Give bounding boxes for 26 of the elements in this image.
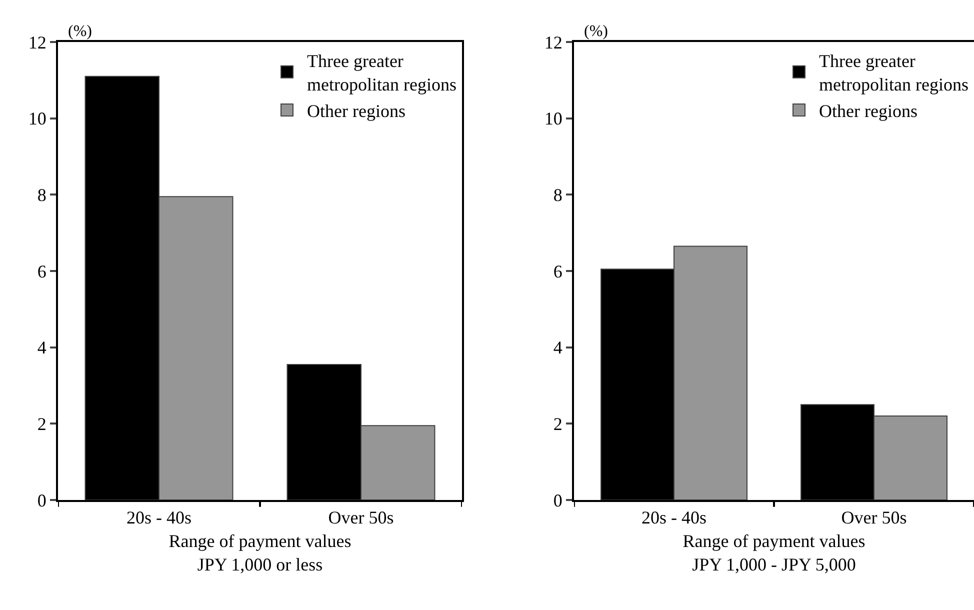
legend-label: Other regions: [819, 101, 918, 122]
x-tick-label: 20s - 40s: [641, 508, 707, 528]
legend-label: Three greater metropolitan regions: [819, 51, 968, 95]
y-tick-label: 12: [544, 32, 562, 52]
y-tick-label: 6: [37, 261, 46, 282]
y-tick-label: 6: [553, 261, 562, 282]
x-tick-label: 20s - 40s: [126, 508, 192, 528]
y-tick-label: 8: [553, 184, 562, 205]
legend-label: Three greater metropolitan regions: [307, 51, 456, 95]
x-axis-title: Range of payment values JPY 1,000 - JPY 5,000: [682, 531, 866, 575]
x-tick-label: Over 50s: [841, 508, 907, 528]
y-tick-label: 0: [553, 490, 562, 510]
y-tick-label: 4: [37, 338, 46, 358]
y-axis-title: (%): [584, 23, 608, 40]
y-tick-label: 2: [553, 414, 562, 434]
y-tick-label: 2: [37, 414, 46, 434]
legend-label: Other regions: [307, 101, 406, 122]
y-tick-label: 8: [37, 184, 46, 205]
y-tick-label: 10: [544, 108, 562, 129]
y-tick-label: 12: [28, 32, 46, 52]
y-tick-label: 10: [28, 108, 46, 129]
y-tick-label: 0: [37, 490, 46, 510]
y-tick-label: 4: [553, 338, 562, 358]
y-axis-title: (%): [68, 23, 92, 40]
x-tick-label: Over 50s: [328, 508, 394, 528]
x-axis-title: Range of payment values JPY 1,000 or less: [168, 531, 352, 575]
